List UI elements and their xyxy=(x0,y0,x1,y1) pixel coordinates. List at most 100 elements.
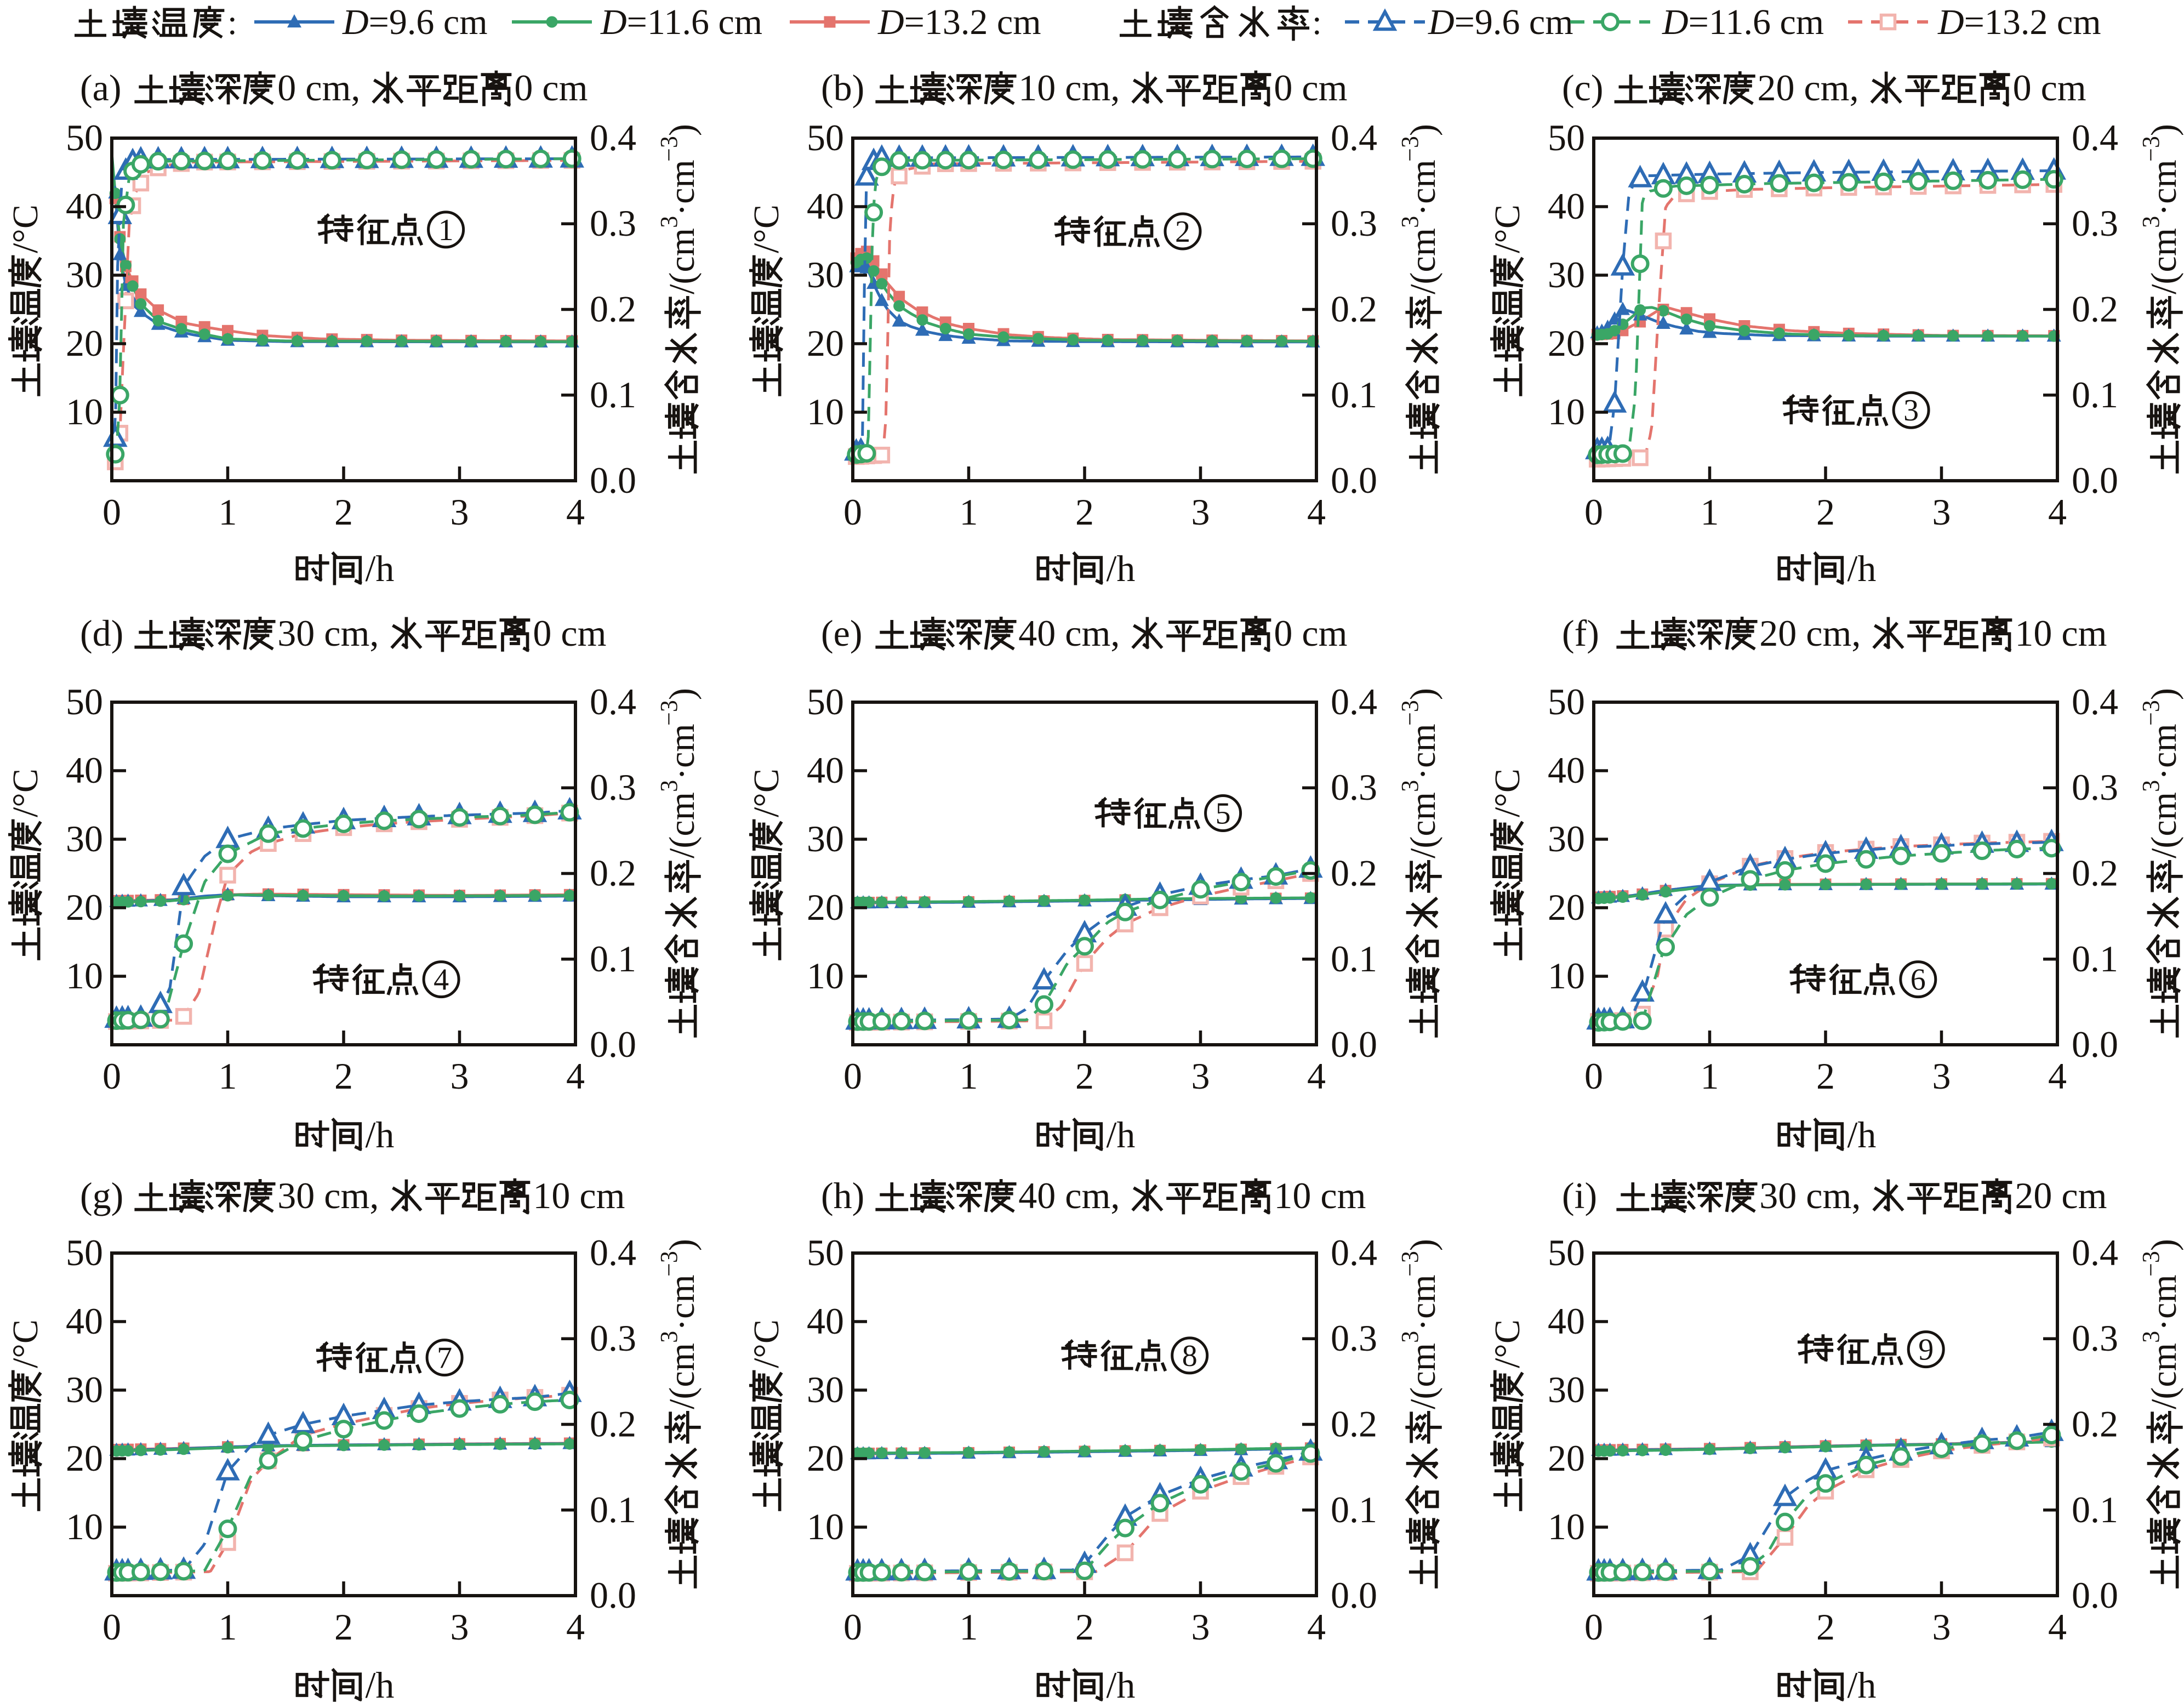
svg-text:0: 0 xyxy=(843,491,862,533)
svg-text:0.0: 0.0 xyxy=(1331,459,1377,501)
svg-text:(g): (g) xyxy=(80,1175,123,1216)
svg-text:10: 10 xyxy=(807,1506,844,1547)
svg-text:/(cm: /(cm xyxy=(2144,1343,2184,1409)
svg-text:): ) xyxy=(2144,688,2184,700)
svg-text:3: 3 xyxy=(655,780,682,792)
svg-text:3: 3 xyxy=(1932,491,1951,533)
svg-text:/h: /h xyxy=(1847,1664,1877,1702)
svg-text:): ) xyxy=(1403,124,1443,136)
svg-text:/(cm: /(cm xyxy=(662,1343,702,1409)
svg-text:0.0: 0.0 xyxy=(590,459,636,501)
svg-text:0.3: 0.3 xyxy=(1331,1317,1377,1359)
svg-text:3: 3 xyxy=(2137,780,2164,792)
svg-text:): ) xyxy=(662,1239,702,1251)
svg-text:/(cm: /(cm xyxy=(1403,228,1443,294)
svg-text:30: 30 xyxy=(807,1369,844,1410)
svg-text:−3: −3 xyxy=(1396,1251,1423,1277)
svg-text:40: 40 xyxy=(807,1300,844,1342)
svg-text:10 cm: 10 cm xyxy=(533,1175,625,1216)
svg-text:2: 2 xyxy=(1075,491,1094,533)
svg-text:1: 1 xyxy=(219,491,237,533)
svg-text:4: 4 xyxy=(2048,491,2067,533)
svg-text:0.4: 0.4 xyxy=(2072,1232,2118,1273)
svg-text:): ) xyxy=(662,124,702,136)
svg-text:0.1: 0.1 xyxy=(590,938,636,980)
svg-text:3: 3 xyxy=(1932,1606,1951,1648)
svg-text:/°C: /°C xyxy=(746,204,786,253)
svg-text:0.4: 0.4 xyxy=(1331,681,1377,722)
svg-text:0.0: 0.0 xyxy=(2072,1574,2118,1616)
svg-text:0.0: 0.0 xyxy=(590,1023,636,1065)
svg-text:0: 0 xyxy=(1584,1606,1603,1648)
svg-text:0.1: 0.1 xyxy=(590,374,636,415)
svg-text:−3: −3 xyxy=(655,700,682,726)
svg-text:20 cm: 20 cm xyxy=(2015,1175,2107,1216)
svg-text:30: 30 xyxy=(66,254,103,295)
svg-text:0.2: 0.2 xyxy=(2072,1403,2118,1445)
svg-text:0.1: 0.1 xyxy=(1331,374,1377,415)
svg-text:5: 5 xyxy=(1216,797,1231,831)
svg-text:10: 10 xyxy=(1548,391,1585,432)
svg-text:3: 3 xyxy=(2137,216,2164,228)
svg-text:1: 1 xyxy=(438,213,454,247)
svg-text::: : xyxy=(1312,3,1322,42)
svg-text:0.0: 0.0 xyxy=(1331,1574,1377,1616)
svg-text:40: 40 xyxy=(807,185,844,227)
svg-text:0.3: 0.3 xyxy=(1331,766,1377,808)
svg-text:3: 3 xyxy=(1932,1055,1951,1097)
svg-text:30 cm,: 30 cm, xyxy=(1759,1175,1861,1216)
svg-text:20: 20 xyxy=(807,886,844,928)
svg-text:0 cm: 0 cm xyxy=(1274,67,1347,109)
svg-text:D=13.2 cm: D=13.2 cm xyxy=(877,2,1041,42)
svg-text:0.2: 0.2 xyxy=(590,1403,636,1445)
svg-text:30 cm,: 30 cm, xyxy=(277,612,379,654)
svg-text:0.2: 0.2 xyxy=(2072,288,2118,330)
svg-text:40 cm,: 40 cm, xyxy=(1018,1175,1120,1216)
svg-text:·cm: ·cm xyxy=(1403,160,1443,216)
svg-text:4: 4 xyxy=(2048,1606,2067,1648)
svg-text:0.2: 0.2 xyxy=(590,288,636,330)
svg-text:3: 3 xyxy=(1191,1055,1210,1097)
svg-text:0: 0 xyxy=(102,491,121,533)
svg-text:50: 50 xyxy=(1548,681,1585,722)
svg-text:4: 4 xyxy=(566,1055,585,1097)
svg-text:20: 20 xyxy=(807,322,844,364)
svg-text:4: 4 xyxy=(566,1606,585,1648)
svg-text:40: 40 xyxy=(1548,1300,1585,1342)
svg-text:(d): (d) xyxy=(80,612,123,654)
svg-text:0.4: 0.4 xyxy=(1331,1232,1377,1273)
svg-text:0.0: 0.0 xyxy=(2072,459,2118,501)
svg-text:3: 3 xyxy=(1396,1331,1423,1343)
svg-text:/h: /h xyxy=(366,1664,395,1702)
svg-text:50: 50 xyxy=(66,1232,103,1273)
svg-text:10 cm,: 10 cm, xyxy=(1018,67,1120,109)
svg-text:/°C: /°C xyxy=(746,769,786,817)
svg-text:0.4: 0.4 xyxy=(590,1232,636,1273)
svg-text:30: 30 xyxy=(1548,818,1585,859)
svg-text:20: 20 xyxy=(1548,886,1585,928)
svg-text:20: 20 xyxy=(1548,1437,1585,1479)
svg-text:2: 2 xyxy=(1075,1055,1094,1097)
svg-text:0: 0 xyxy=(843,1606,862,1648)
svg-text:0.4: 0.4 xyxy=(2072,117,2118,158)
svg-text:3: 3 xyxy=(1191,1606,1210,1648)
svg-text:/°C: /°C xyxy=(1487,204,1527,253)
svg-text:/(cm: /(cm xyxy=(1403,792,1443,858)
svg-text:50: 50 xyxy=(66,681,103,722)
svg-text:−3: −3 xyxy=(1396,700,1423,726)
svg-text:3: 3 xyxy=(2137,1331,2164,1343)
svg-text:): ) xyxy=(2144,1239,2184,1251)
svg-text:0.1: 0.1 xyxy=(2072,938,2118,980)
svg-text:/°C: /°C xyxy=(5,1319,45,1368)
svg-text:D=9.6 cm: D=9.6 cm xyxy=(342,2,488,42)
svg-text:8: 8 xyxy=(1182,1339,1198,1373)
svg-text:4: 4 xyxy=(434,963,449,997)
svg-text:10: 10 xyxy=(1548,1506,1585,1547)
svg-text:(b): (b) xyxy=(821,67,864,109)
svg-text:20: 20 xyxy=(66,1437,103,1479)
svg-text:40: 40 xyxy=(66,1300,103,1342)
svg-text:0.1: 0.1 xyxy=(2072,1489,2118,1530)
svg-text:1: 1 xyxy=(219,1055,237,1097)
svg-text:20 cm,: 20 cm, xyxy=(1759,612,1861,654)
svg-text:/(cm: /(cm xyxy=(2144,228,2184,294)
